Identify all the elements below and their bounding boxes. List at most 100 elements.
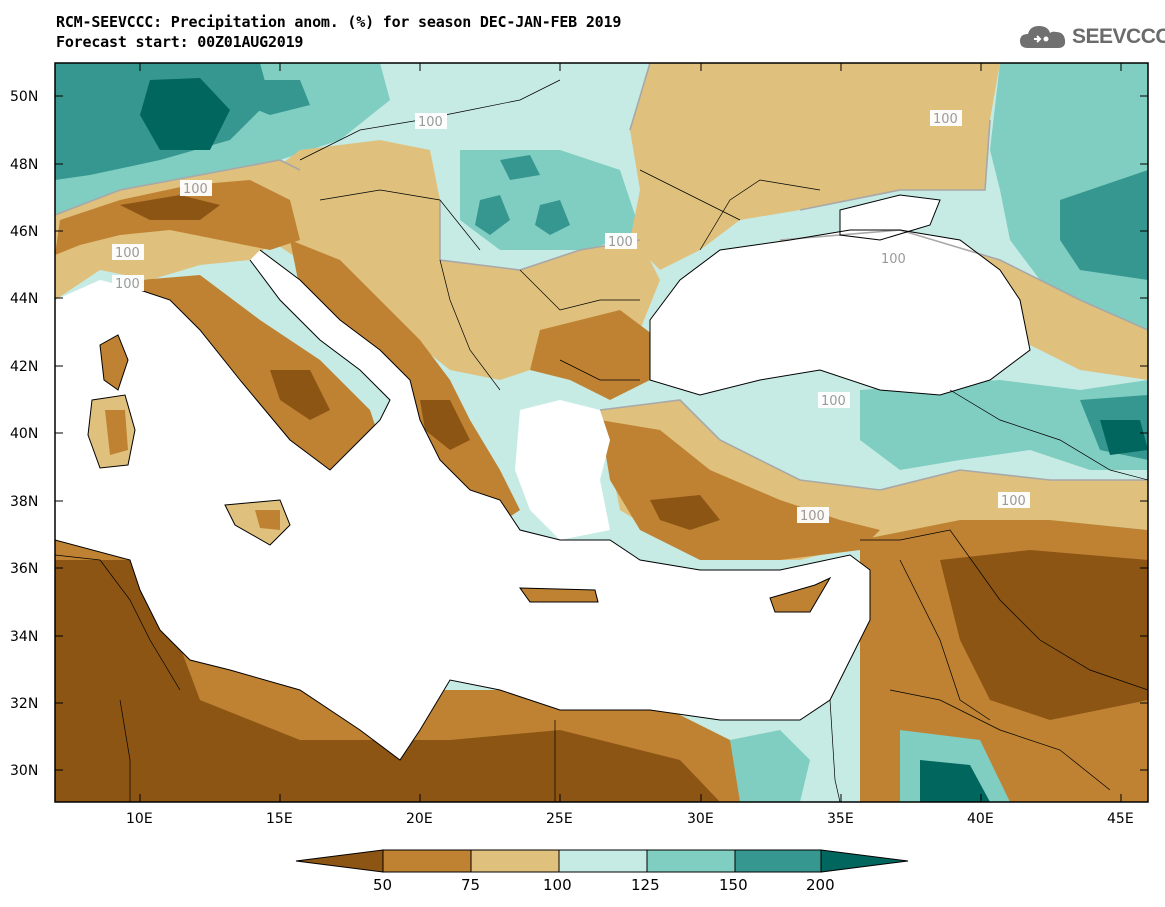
mediterranean-sea: [55, 250, 870, 760]
lat-tick: 32N: [10, 696, 1148, 712]
anomaly-field-50-75-italy: [140, 275, 380, 480]
coastlines: [55, 194, 1031, 761]
svg-text:40N: 40N: [10, 426, 38, 442]
anomaly-field-50-75-anatolia: [600, 420, 880, 560]
contour-label-7: 100: [878, 250, 910, 267]
lat-tick: 40N: [10, 426, 1148, 442]
anomaly-field-125-150-sinai: [730, 730, 810, 802]
colorbar-label: 100: [543, 876, 572, 894]
svg-text:20E: 20E: [406, 811, 433, 827]
anomaly-field-50-75-bulgaria: [530, 310, 660, 400]
svg-text:35E: 35E: [827, 811, 854, 827]
colorbar-segment-gt200: [820, 849, 909, 873]
contour-label-9: 100: [797, 507, 829, 524]
svg-text:100: 100: [1001, 494, 1026, 509]
anomaly-field-150-200-center-c: [500, 155, 540, 180]
anomaly-field-lt50-middle-east: [940, 550, 1148, 720]
sea-of-azov: [840, 195, 940, 240]
svg-text:32N: 32N: [10, 696, 38, 712]
svg-text:36N: 36N: [10, 561, 38, 577]
lon-tick: 30E: [687, 63, 714, 827]
lat-tick: 46N: [10, 224, 1148, 240]
colorbar-segment-75-100: [470, 849, 560, 873]
svg-text:100: 100: [821, 394, 846, 409]
contour-label-1: 100: [415, 113, 447, 130]
contour-lines-100: [55, 63, 1148, 491]
anomaly-field-75-100-ukraine: [630, 63, 1000, 270]
lon-tick: 40E: [967, 63, 994, 827]
anomaly-field-200-caucasus: [1100, 420, 1148, 455]
svg-text:38N: 38N: [10, 494, 38, 510]
lat-tick: 38N: [10, 494, 1148, 510]
sicily-dry: [255, 510, 280, 530]
svg-text:100: 100: [608, 235, 633, 250]
logo-text: SEEVCCC: [1072, 25, 1165, 48]
colorbar-segment-lt50: [295, 849, 384, 873]
svg-text:100: 100: [800, 509, 825, 524]
svg-text:34N: 34N: [10, 629, 38, 645]
svg-text:44N: 44N: [10, 291, 38, 307]
lat-tick: 42N: [10, 359, 1148, 375]
map-area: 100 100 100 100 100 100 100 100 100 100: [55, 63, 1148, 802]
svg-text:10E: 10E: [126, 811, 153, 827]
corsica-island: [100, 335, 128, 390]
lon-tick: 15E: [266, 63, 293, 827]
colorbar-label: 125: [631, 876, 660, 894]
seevccc-logo: SEEVCCC: [1018, 22, 1165, 52]
anomaly-field-75-100-balkans-north: [240, 140, 660, 380]
anomaly-field-lt50-anatolia: [650, 495, 720, 530]
contour-label-8: 100: [818, 392, 850, 409]
svg-text:46N: 46N: [10, 224, 38, 240]
colorbar-label: 75: [461, 876, 480, 894]
svg-text:100: 100: [418, 115, 443, 130]
anomaly-field-150-200-center-b: [535, 200, 570, 235]
lat-tick: 50N: [10, 89, 1148, 105]
colorbar-label: 150: [719, 876, 748, 894]
svg-text:45E: 45E: [1107, 811, 1134, 827]
svg-text:30E: 30E: [687, 811, 714, 827]
svg-text:100: 100: [115, 277, 140, 292]
lat-tick: 36N: [10, 561, 1148, 577]
title-line-2: Forecast start: 00Z01AUG2019: [56, 33, 304, 51]
aegean-sea: [515, 400, 610, 540]
contour-label-3: 100: [112, 244, 144, 261]
black-sea: [650, 230, 1030, 395]
svg-text:100: 100: [115, 246, 140, 261]
svg-text:48N: 48N: [10, 157, 38, 173]
lon-tick: 10E: [126, 63, 153, 827]
anomaly-field-150-200-ne: [1060, 170, 1148, 280]
lon-tick: 45E: [1107, 63, 1134, 827]
svg-text:15E: 15E: [266, 811, 293, 827]
anomaly-field-150-200-center-a: [475, 195, 510, 235]
lat-tick: 48N: [10, 157, 1148, 173]
title-line-1: RCM-SEEVCCC: Precipitation anom. (%) for…: [56, 13, 622, 31]
svg-text:25E: 25E: [546, 811, 573, 827]
colorbar-segment-100-125: [558, 849, 648, 873]
colorbar-segment-150-200: [734, 849, 822, 873]
svg-text:100: 100: [933, 112, 958, 127]
contour-label-2: 100: [180, 180, 212, 197]
map-title: RCM-SEEVCCC: Precipitation anom. (%) for…: [56, 12, 621, 52]
lat-tick: 30N: [10, 763, 1148, 779]
contour-label-5: 100: [605, 233, 637, 250]
sardinia-dry: [105, 410, 128, 455]
svg-text:30N: 30N: [10, 763, 38, 779]
longitude-axis: 10E 15E 20E 25E 30E 35E 40E 45E: [126, 63, 1134, 827]
contour-label-10: 100: [998, 492, 1030, 509]
lon-tick: 20E: [406, 63, 433, 827]
anomaly-field-150-200-nw2: [240, 80, 310, 115]
colorbar-segment-50-75: [382, 849, 472, 873]
svg-text:50N: 50N: [10, 89, 38, 105]
anomaly-field-lt50-italy: [270, 370, 330, 420]
svg-text:42N: 42N: [10, 359, 38, 375]
anomaly-field-200-nw: [140, 78, 230, 150]
contour-label-6: 100: [930, 110, 962, 127]
svg-text:100: 100: [183, 182, 208, 197]
lat-tick: 34N: [10, 629, 1148, 645]
lon-tick: 25E: [546, 63, 573, 827]
lon-tick: 35E: [827, 63, 854, 827]
latitude-axis: 50N 48N 46N 44N 42N 40N 38N 36N 34N 32N …: [10, 89, 1148, 779]
svg-text:100: 100: [881, 252, 906, 267]
colorbar-label: 200: [806, 876, 835, 894]
